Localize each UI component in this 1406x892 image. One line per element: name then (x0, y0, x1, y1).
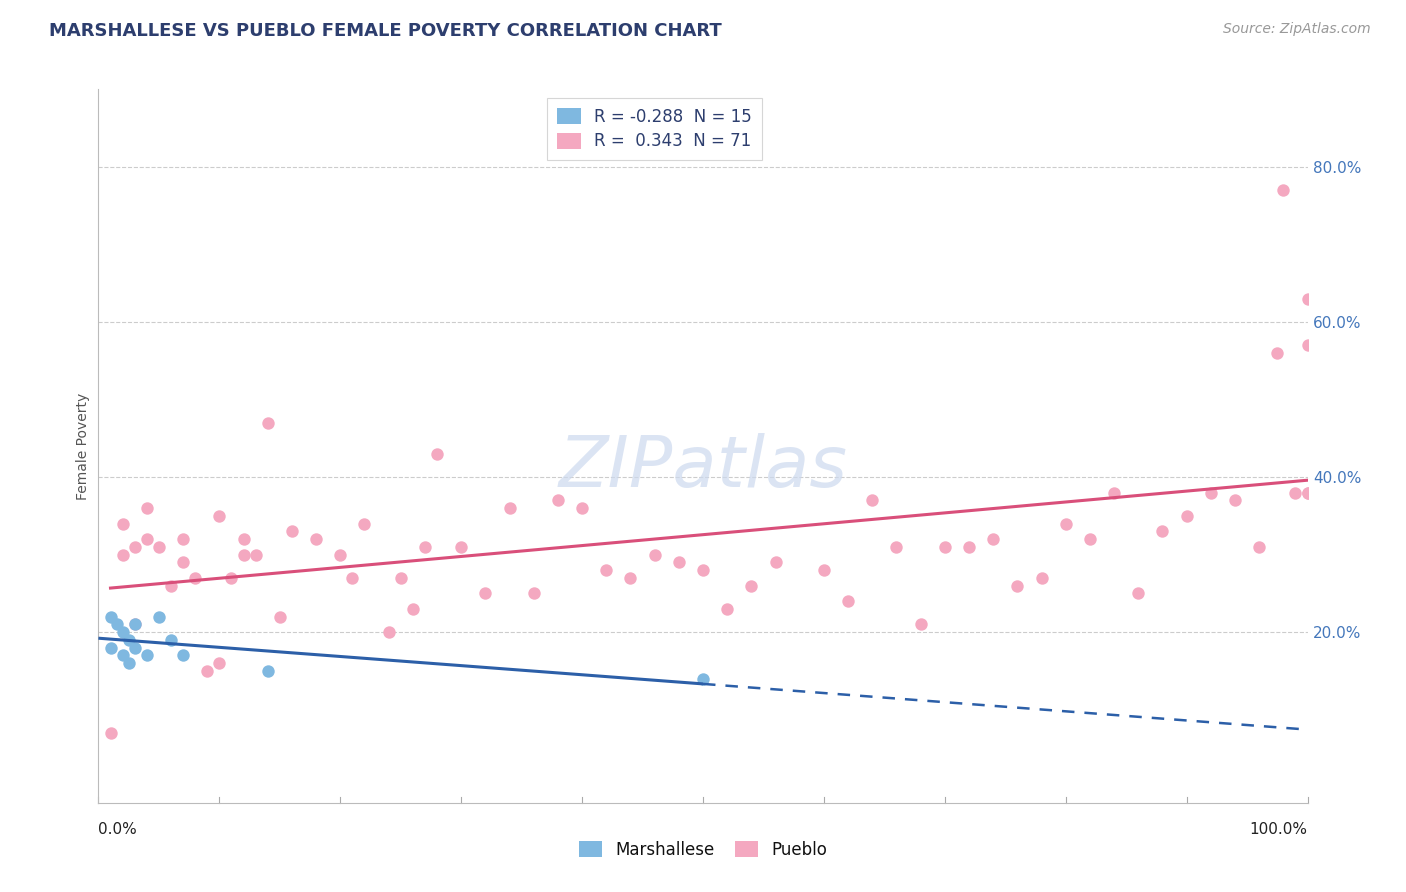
Text: MARSHALLESE VS PUEBLO FEMALE POVERTY CORRELATION CHART: MARSHALLESE VS PUEBLO FEMALE POVERTY COR… (49, 22, 721, 40)
Point (402, 602, 425, 616)
Point (619, 571, 641, 585)
Point (886, 540, 908, 554)
Point (1175, 508, 1198, 523)
Point (100, 609, 122, 624)
Point (172, 648, 194, 663)
Text: 100.0%: 100.0% (1250, 822, 1308, 838)
Point (644, 548, 666, 562)
Point (124, 640, 146, 655)
Point (692, 672, 714, 686)
Point (668, 555, 690, 569)
Point (256, 664, 278, 678)
Point (957, 540, 980, 554)
Point (269, 609, 291, 624)
Point (413, 540, 436, 554)
Point (111, 516, 134, 531)
Point (245, 548, 267, 562)
Point (124, 617, 146, 632)
Point (1296, 338, 1319, 352)
Point (1152, 524, 1174, 539)
Point (765, 555, 787, 569)
Point (377, 625, 399, 640)
Point (1102, 485, 1125, 500)
Point (172, 532, 194, 546)
Point (342, 571, 364, 585)
Point (1284, 485, 1306, 500)
Legend: Marshallese, Pueblo: Marshallese, Pueblo (572, 835, 834, 866)
Point (160, 632, 183, 647)
Point (221, 571, 243, 585)
Point (135, 532, 157, 546)
Point (111, 548, 134, 562)
Point (389, 571, 412, 585)
Point (474, 586, 496, 600)
Point (160, 579, 183, 593)
Point (105, 617, 128, 632)
Point (813, 563, 835, 577)
Point (910, 617, 932, 632)
Point (353, 516, 375, 531)
Point (111, 625, 134, 640)
Point (1296, 485, 1319, 500)
Point (837, 594, 859, 608)
Point (195, 664, 218, 678)
Point (595, 563, 617, 577)
Point (305, 532, 328, 546)
Point (124, 540, 146, 554)
Point (208, 656, 231, 670)
Point (1223, 493, 1246, 508)
Point (135, 501, 157, 516)
Point (450, 540, 472, 554)
Point (1249, 540, 1271, 554)
Point (118, 632, 141, 647)
Point (135, 648, 157, 663)
Point (100, 640, 122, 655)
Point (100, 726, 122, 740)
Point (1272, 183, 1295, 197)
Point (1054, 516, 1077, 531)
Point (692, 563, 714, 577)
Text: Source: ZipAtlas.com: Source: ZipAtlas.com (1223, 22, 1371, 37)
Point (172, 555, 194, 569)
Point (124, 617, 146, 632)
Point (860, 493, 883, 508)
Point (1078, 532, 1101, 546)
Point (1199, 485, 1222, 500)
Point (523, 586, 546, 600)
Point (232, 548, 254, 562)
Point (498, 501, 520, 516)
Point (1267, 346, 1289, 360)
Text: ZIPatlas: ZIPatlas (558, 433, 848, 502)
Point (1031, 571, 1053, 585)
Point (740, 579, 762, 593)
Point (1296, 485, 1319, 500)
Point (426, 447, 449, 461)
Point (148, 540, 170, 554)
Point (547, 493, 569, 508)
Point (148, 609, 170, 624)
Point (1128, 586, 1150, 600)
Point (118, 656, 141, 670)
Point (281, 524, 304, 539)
Y-axis label: Female Poverty: Female Poverty (76, 392, 90, 500)
Point (232, 532, 254, 546)
Point (208, 508, 231, 523)
Point (716, 602, 738, 616)
Point (1007, 579, 1029, 593)
Point (1296, 292, 1319, 306)
Point (329, 548, 352, 562)
Point (934, 540, 956, 554)
Point (111, 648, 134, 663)
Point (571, 501, 593, 516)
Text: 0.0%: 0.0% (98, 822, 138, 838)
Point (184, 571, 207, 585)
Point (256, 416, 278, 430)
Point (981, 532, 1004, 546)
